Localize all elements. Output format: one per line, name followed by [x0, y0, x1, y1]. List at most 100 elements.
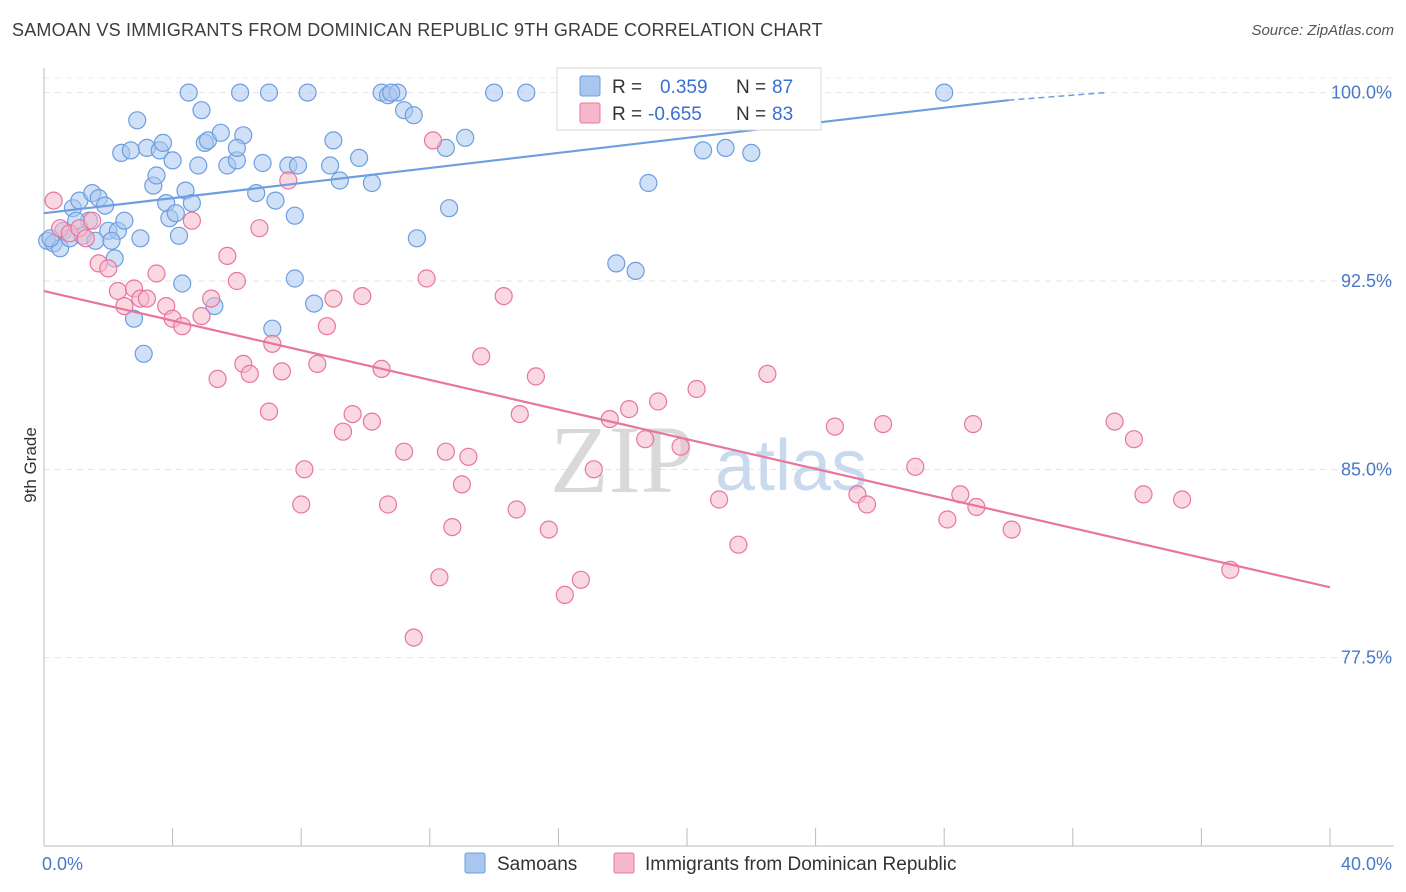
point-dominican-42: [404, 628, 423, 647]
legend-r-label-2: R =: [612, 104, 642, 125]
point-samoans-22: [134, 344, 153, 363]
bottom-legend-label-samoans: Samoans: [497, 854, 577, 875]
point-dominican-63: [671, 437, 690, 456]
point-dominican-61: [636, 430, 655, 449]
point-samoans-19: [124, 309, 144, 328]
point-dominican-45: [430, 568, 449, 587]
point-samoans-50: [263, 319, 282, 338]
watermark-atlas: atlas: [715, 426, 867, 506]
point-dominican-46: [436, 442, 455, 461]
y-tick-label-2: 92.5%: [1341, 271, 1392, 291]
point-samoans-53: [285, 206, 304, 225]
legend-swatch-samoans: [579, 75, 601, 97]
point-samoans-59: [324, 131, 343, 150]
point-dominican-78: [1105, 412, 1124, 431]
point-samoans-58: [321, 156, 340, 175]
point-dominican-73: [938, 510, 957, 529]
point-dominican-12: [137, 289, 156, 308]
point-dominican-79: [1124, 430, 1144, 449]
point-samoans-35: [179, 83, 198, 102]
point-dominican-4: [76, 229, 95, 248]
point-dominican-71: [873, 415, 893, 434]
point-samoans-20: [128, 111, 147, 130]
point-samoans-76: [626, 261, 645, 280]
point-samoans-67: [404, 106, 423, 125]
legend-box-frame: [556, 67, 822, 131]
point-dominican-43: [417, 269, 436, 288]
y-tick-labels: 77.5% 85.0% 92.5% 100.0%: [1331, 83, 1392, 668]
point-dominican-19: [202, 289, 221, 308]
data-points: [38, 83, 1240, 647]
point-dominican-34: [324, 289, 343, 308]
point-dominican-80: [1134, 485, 1153, 504]
point-dominican-30: [295, 460, 314, 479]
point-samoans-70: [440, 199, 459, 218]
point-dominican-35: [333, 422, 353, 441]
point-samoans-57: [305, 294, 324, 313]
point-samoans-75: [607, 254, 626, 273]
point-samoans-48: [253, 153, 272, 173]
point-dominican-75: [963, 415, 983, 434]
y-tick-label-3: 100.0%: [1331, 83, 1392, 103]
x-tick-label-max: 40.0%: [1341, 854, 1392, 874]
point-dominican-55: [539, 520, 558, 539]
point-samoans-18: [121, 141, 140, 160]
source-credit: Source: ZipAtlas.com: [1251, 22, 1394, 39]
point-samoans-33: [173, 274, 192, 293]
correlation-legend: R = 0.359 N = 87 R = -0.655 N = 83: [556, 67, 822, 131]
trend-line-samoans: [43, 99, 1009, 215]
point-samoans-84: [227, 138, 246, 157]
point-dominican-44: [423, 131, 443, 150]
watermark: ZIP atlas: [550, 406, 867, 513]
point-samoans-32: [169, 226, 189, 245]
legend-n-label-2: N =: [736, 104, 766, 125]
legend-r-value-1: 0.359: [660, 77, 708, 98]
point-samoans-51: [266, 191, 285, 210]
point-samoans-62: [362, 173, 381, 193]
trend-lines: [43, 91, 1331, 589]
point-samoans-17: [115, 211, 134, 230]
bottom-legend-label-dominican: Immigrants from Dominican Republic: [645, 854, 957, 875]
point-dominican-16: [173, 317, 192, 336]
point-dominican-25: [250, 219, 269, 238]
point-dominican-48: [452, 475, 471, 494]
point-samoans-54: [285, 269, 304, 288]
y-axis-title: 9th Grade: [21, 427, 40, 503]
point-dominican-72: [906, 457, 925, 476]
point-dominican-51: [494, 287, 513, 306]
point-dominican-38: [362, 412, 381, 431]
point-samoans-37: [189, 156, 208, 175]
point-dominican-47: [443, 517, 462, 537]
point-dominican-53: [510, 405, 529, 424]
point-samoans-45: [231, 83, 250, 102]
point-dominican-37: [353, 287, 372, 306]
point-dominican-57: [571, 570, 591, 589]
chart-title: SAMOAN VS IMMIGRANTS FROM DOMINICAN REPU…: [12, 20, 823, 40]
point-dominican-49: [459, 447, 478, 466]
point-dominican-50: [472, 347, 491, 366]
point-samoans-38: [192, 101, 211, 120]
legend-n-label-1: N =: [736, 77, 766, 98]
point-dominican-33: [317, 317, 336, 336]
legend-n-value-2: 83: [772, 104, 793, 125]
point-dominican-20: [208, 369, 227, 388]
point-dominican-54: [526, 367, 546, 386]
point-dominican-29: [279, 171, 298, 190]
point-dominican-77: [1002, 520, 1021, 539]
point-samoans-73: [517, 83, 536, 102]
point-samoans-79: [716, 138, 735, 157]
point-samoans-81: [935, 83, 954, 102]
trend-line-dominican: [43, 289, 1331, 589]
point-dominican-7: [99, 259, 118, 278]
point-samoans-60: [330, 171, 349, 190]
point-samoans-68: [407, 229, 426, 248]
legend-r-value-2: -0.655: [648, 104, 702, 125]
point-dominican-32: [308, 354, 327, 373]
bottom-legend-swatch-samoans: [464, 852, 486, 874]
trend-line-samoans-extension: [1008, 91, 1106, 101]
point-dominican-60: [619, 400, 639, 419]
y-tick-label-1: 85.0%: [1341, 459, 1392, 479]
y-tick-label-0: 77.5%: [1341, 648, 1392, 668]
point-dominican-26: [259, 402, 279, 421]
